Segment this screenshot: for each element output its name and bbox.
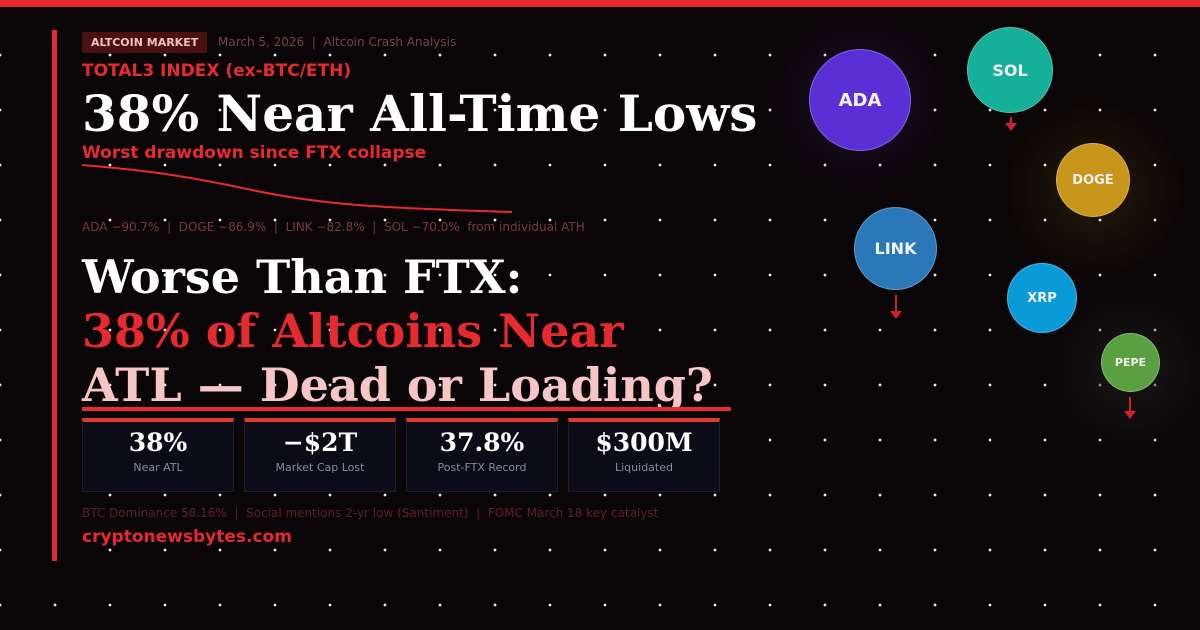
coin-label: XRP <box>1027 290 1057 306</box>
stat-value: 38% <box>128 428 188 457</box>
footer-facts: BTC Dominance 58.16% | Social mentions 2… <box>82 506 659 520</box>
title-underline <box>82 407 731 411</box>
stat-value: $300M <box>595 428 693 457</box>
stat-card: 37.8% Post-FTX Record <box>406 418 558 492</box>
stat-label: Market Cap Lost <box>275 461 365 474</box>
coin-pepe: PEPE <box>1101 333 1160 392</box>
stat-value: 37.8% <box>439 428 525 457</box>
index-label: TOTAL3 INDEX (ex-BTC/ETH) <box>82 61 352 81</box>
stat-label: Post-FTX Record <box>437 461 527 474</box>
title-line-1: Worse Than FTX: <box>82 250 523 304</box>
coin-xrp: XRP <box>1007 263 1077 333</box>
coin-label: LINK <box>874 239 917 258</box>
headline: 38% Near All-Time Lows <box>82 84 758 143</box>
left-accent-bar <box>52 30 57 561</box>
coin-sol: SOL <box>967 27 1053 113</box>
date-meta: March 5, 2026 | Altcoin Crash Analysis <box>218 35 457 49</box>
decline-sparkline <box>82 164 513 213</box>
coin-doge: DOGE <box>1056 143 1130 217</box>
stat-value: −$2T <box>282 428 358 457</box>
site-link[interactable]: cryptonewsbytes.com <box>82 527 292 547</box>
main-title: Worse Than FTX: 38% of Altcoins Near ATL… <box>82 250 713 412</box>
coin-label: DOGE <box>1072 172 1114 188</box>
stat-card: −$2T Market Cap Lost <box>244 418 396 492</box>
stat-card: $300M Liquidated <box>568 418 720 492</box>
coin-label: ADA <box>838 89 882 111</box>
top-accent-bar <box>0 0 1200 7</box>
coin-ada: ADA <box>809 49 911 151</box>
stat-label: Near ATL <box>133 461 183 474</box>
coin-label: PEPE <box>1114 356 1147 369</box>
stats-row: 38% Near ATL −$2T Market Cap Lost 37.8% Pos… <box>82 418 720 492</box>
category-badge: ALTCOIN MARKET <box>82 32 208 53</box>
coin-drawdowns: ADA −90.7% | DOGE −86.9% | LINK −82.8% |… <box>82 220 585 234</box>
stat-card: 38% Near ATL <box>82 418 234 492</box>
title-line-3: ATL — Dead or Loading? <box>82 358 713 412</box>
down-arrow-icon <box>1005 117 1017 131</box>
down-arrow-icon <box>890 295 902 319</box>
coin-label: SOL <box>992 60 1028 80</box>
coin-link: LINK <box>854 207 937 290</box>
title-line-2: 38% of Altcoins Near <box>82 304 624 358</box>
down-arrow-icon <box>1124 397 1136 419</box>
stat-label: Liquidated <box>615 461 673 474</box>
subheadline: Worst drawdown since FTX collapse <box>82 143 427 163</box>
